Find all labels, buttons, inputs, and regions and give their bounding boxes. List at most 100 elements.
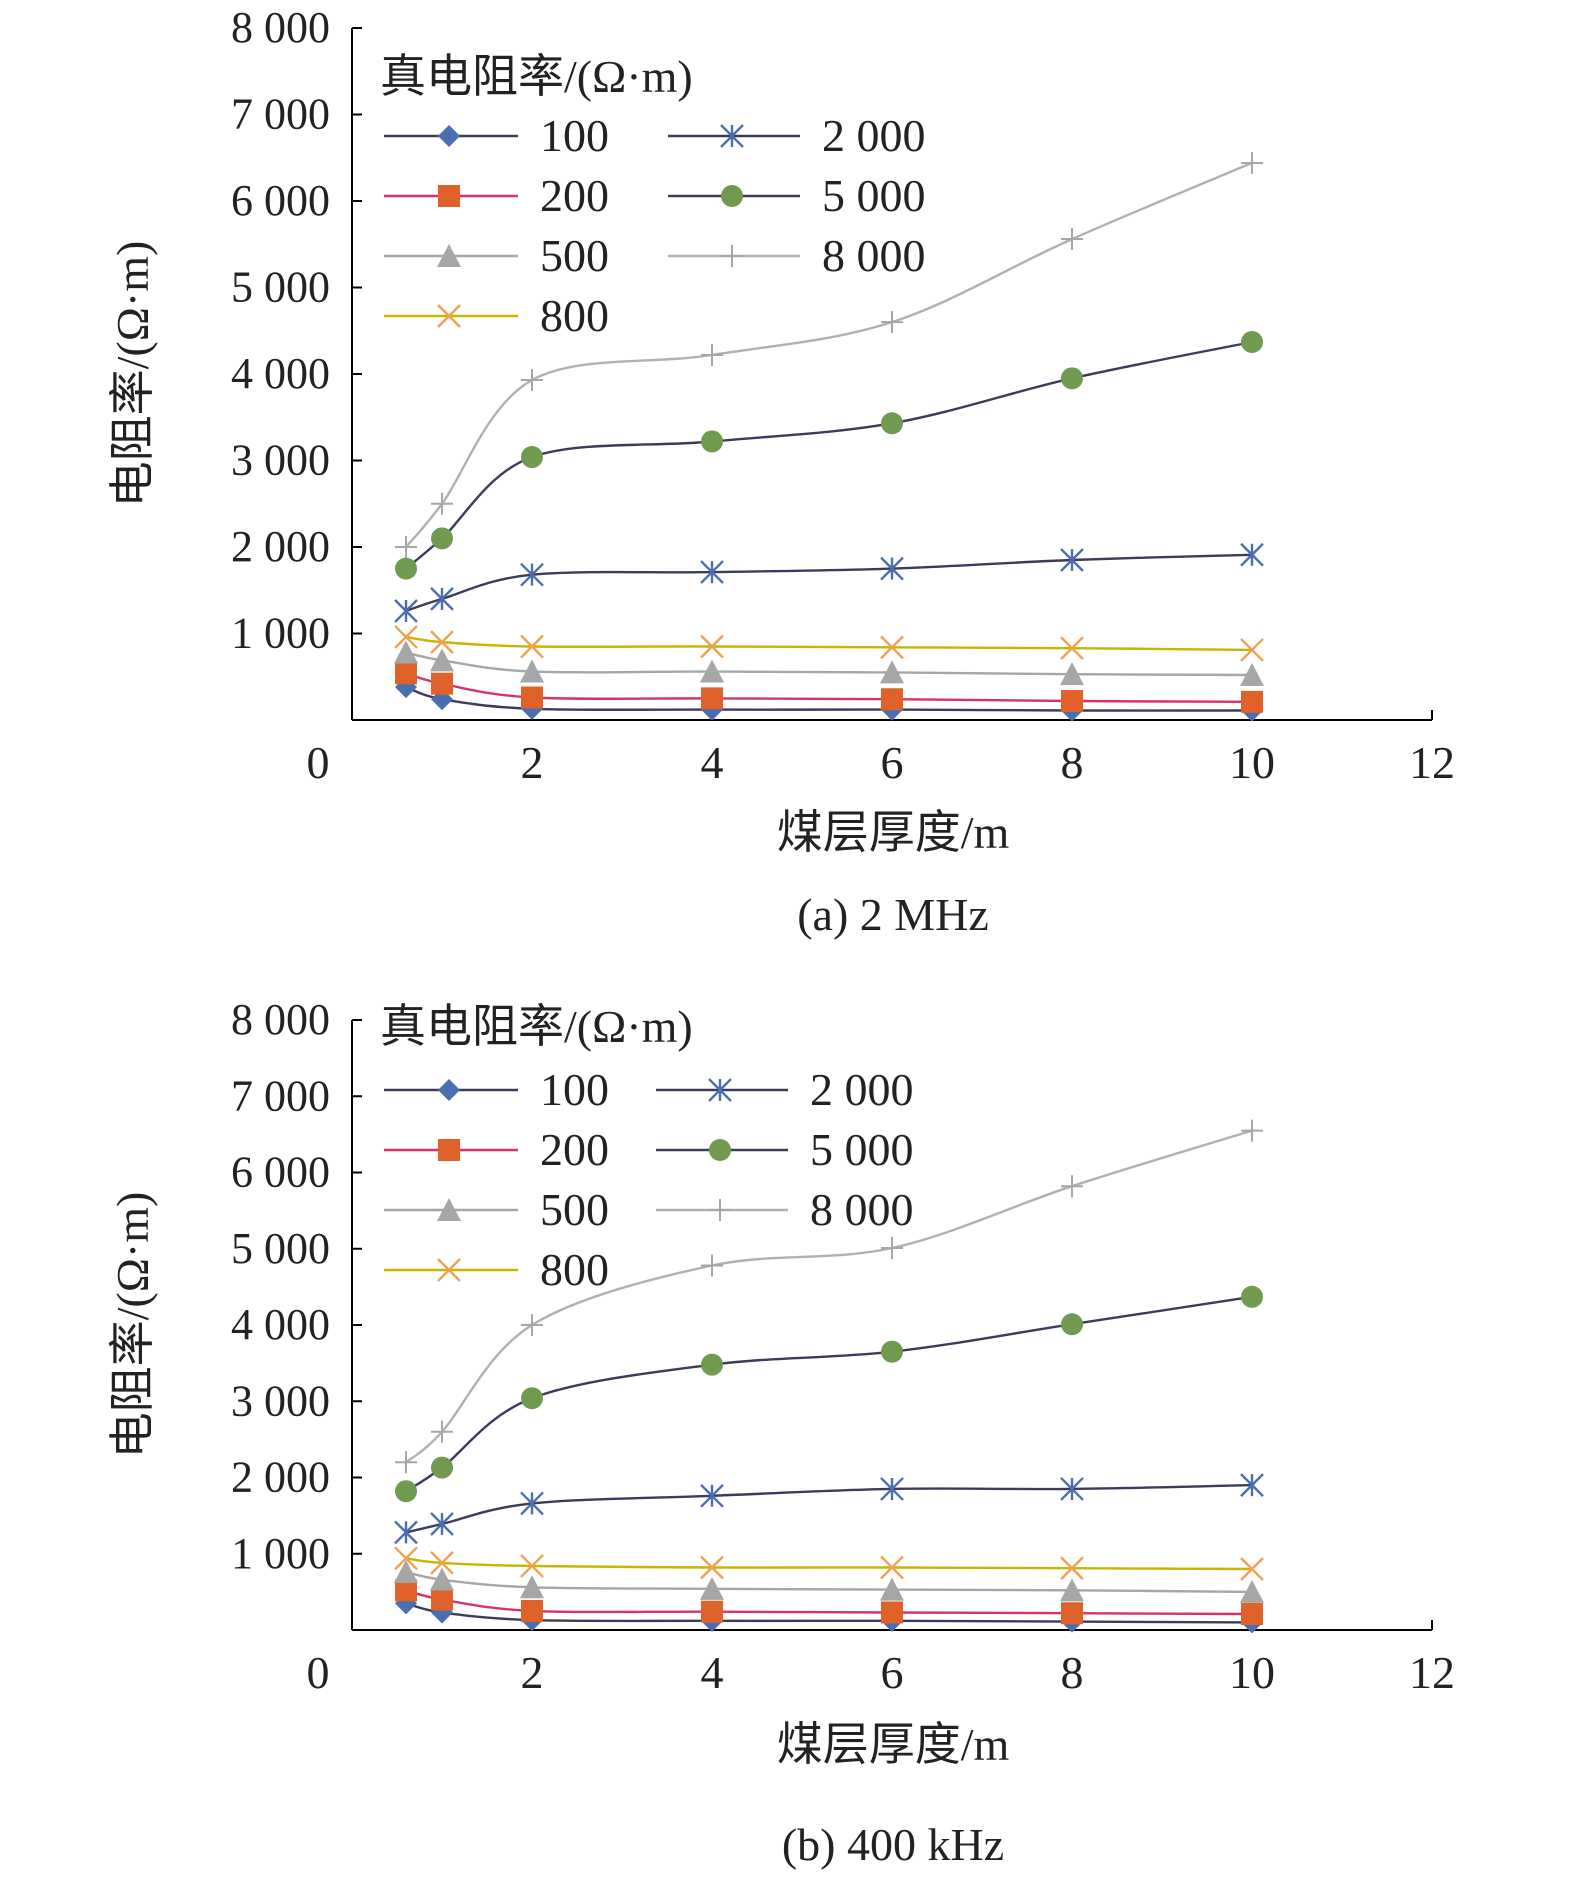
legend-marker [437,1258,461,1282]
data-point [880,635,904,660]
data-point [521,369,543,392]
data-point [881,1340,903,1363]
legend-title: 真电阻率/(Ω·m) [380,1001,693,1052]
y-tick-label: 4 000 [231,349,330,398]
data-point [880,1577,904,1601]
series-line-500 [405,651,1253,677]
data-point [430,1512,454,1536]
data-point [881,311,903,334]
data-point [1241,1602,1263,1625]
y-tick-label: 6 000 [231,176,330,225]
y-tick-label: 5 000 [231,263,330,312]
y-tick-label: 1 000 [231,1529,330,1578]
data-point [521,1314,543,1336]
x-tick-label: 2 [521,737,544,788]
data-point [880,660,904,684]
legend-label: 200 [540,1124,609,1175]
x-tick-label: 10 [1229,737,1275,788]
x-tick-label: 12 [1409,1647,1455,1698]
x-tick-label: 0 [307,737,330,788]
data-point [701,430,723,453]
legend-marker [709,1139,731,1161]
series-line-800 [405,1557,1253,1571]
data-point [395,557,417,580]
data-point [431,492,453,515]
data-point [881,1236,903,1259]
data-point [395,1451,417,1474]
data-point [431,1420,453,1443]
data-point [394,1546,418,1571]
legend-marker [438,1139,460,1161]
legend-marker [437,304,461,328]
data-point [880,1477,904,1501]
legend-label: 5 000 [822,170,926,221]
panel-caption: (a) 2 MHz [797,889,989,940]
data-point [700,1555,724,1580]
data-point [521,1599,543,1622]
legend-marker [438,1079,460,1101]
data-point [1060,548,1084,572]
data-point [394,1520,418,1545]
data-point [1240,1557,1264,1581]
series-line-800 [405,635,1253,652]
y-tick-label: 3 000 [231,1376,330,1425]
data-point [701,1353,723,1376]
data-point [1060,636,1084,661]
data-point [430,587,454,611]
series-line-2000 [405,1483,1253,1534]
y-tick-label: 2 000 [231,522,330,571]
data-point [880,556,904,581]
legend-marker [438,125,460,147]
data-point [1241,330,1263,353]
y-tick-label: 1 000 [231,609,330,658]
y-tick-label: 4 000 [231,1300,330,1349]
legend-marker [709,1199,731,1221]
legend-marker [720,124,744,148]
legend-title: 真电阻率/(Ω·m) [380,51,693,102]
panel-caption: (b) 400 kHz [782,1819,1004,1870]
x-tick-label: 6 [881,737,904,788]
data-point [1241,690,1263,713]
series-line-2000 [405,553,1253,613]
y-tick-label: 2 000 [231,1453,330,1502]
data-point [1240,663,1264,687]
data-point [521,686,543,709]
data-point [1061,367,1083,390]
data-point [700,659,724,683]
series-line-8000 [405,1129,1253,1464]
data-point [394,599,418,623]
legend-label: 100 [540,1064,609,1115]
data-point [700,560,724,584]
legend-marker [438,185,460,207]
data-point [1240,638,1264,662]
data-point [394,625,418,649]
data-point [1061,689,1083,712]
data-point [394,1560,418,1584]
legend-label: 8 000 [822,230,926,281]
legend-marker [721,245,743,267]
y-tick-label: 6 000 [231,1148,330,1197]
data-point [1061,1313,1083,1336]
y-tick-label: 7 000 [231,1071,330,1120]
legend-label: 200 [540,170,609,221]
data-point [520,634,544,659]
x-tick-label: 10 [1229,1647,1275,1698]
chart-panel-a: 1 000 2 000 3 000 4 000 5 000 6 000 7 000 8 000… [107,3,1455,940]
data-point [701,687,723,710]
data-point [881,412,903,435]
x-axis-title: 煤层厚度/m [777,807,1010,858]
data-point [701,1600,723,1623]
data-point [1240,1579,1264,1603]
data-point [430,1567,454,1591]
data-point [520,1554,544,1578]
data-point [701,343,723,366]
x-tick-label: 6 [881,1647,904,1698]
y-tick-label: 8 000 [231,3,330,52]
data-point [880,1555,904,1580]
legend-label: 8 000 [810,1184,914,1235]
y-tick-label: 7 000 [231,90,330,139]
data-point [700,634,724,659]
legend-marker [437,244,461,267]
data-point [520,1575,544,1599]
data-point [1060,1477,1084,1501]
